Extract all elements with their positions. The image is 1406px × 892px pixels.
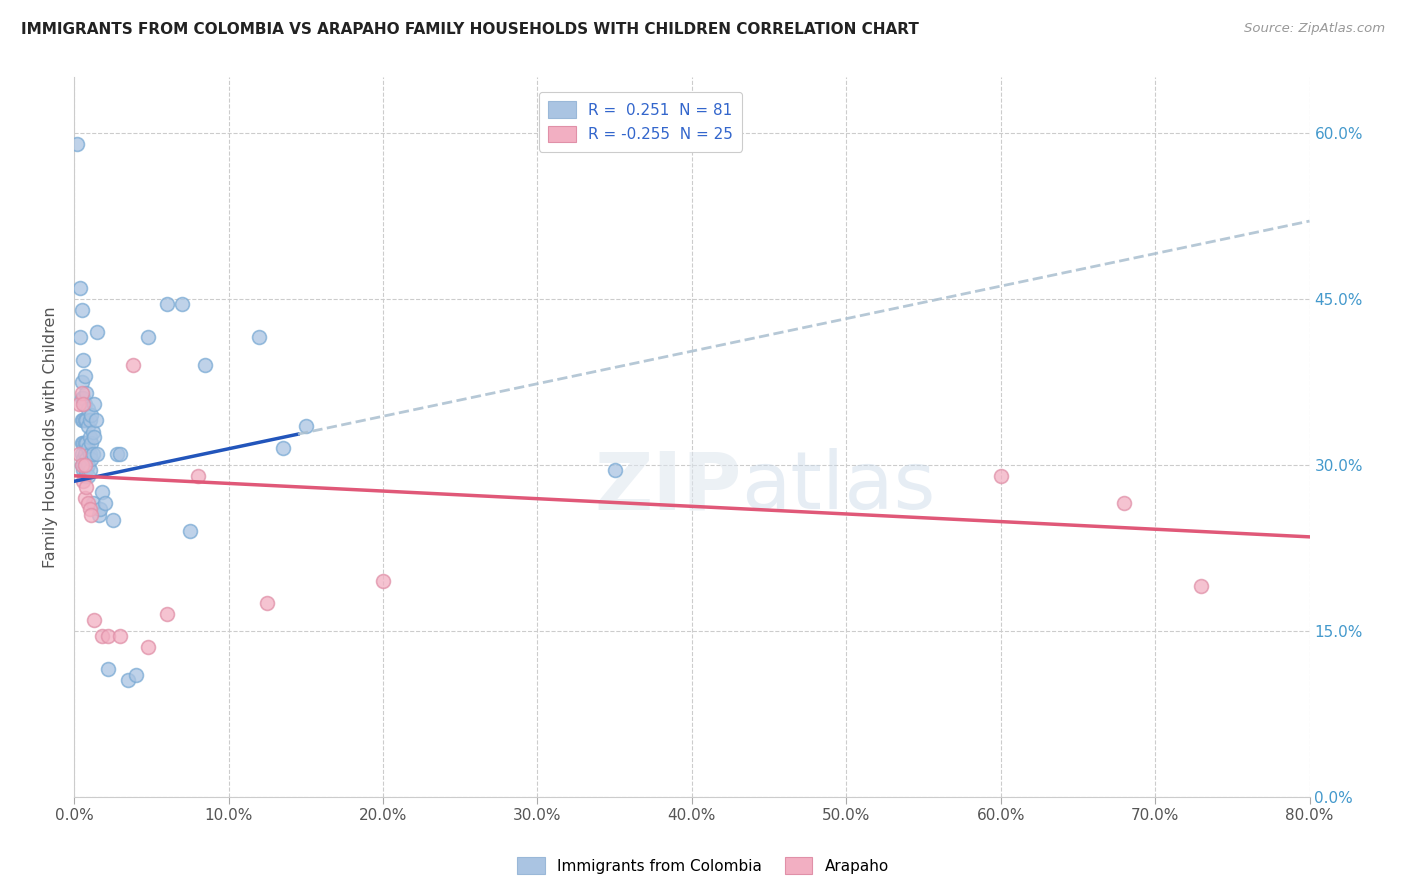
Point: [75, 480, 97, 494]
Point: [194, 358, 217, 372]
Point: [187, 468, 209, 483]
Point: [82, 496, 104, 510]
Point: [79, 413, 101, 427]
Point: [70, 458, 93, 472]
Point: [89, 502, 111, 516]
Point: [603, 463, 626, 477]
Point: [75, 435, 97, 450]
Point: [94, 496, 117, 510]
Point: [70, 458, 93, 472]
Point: [371, 574, 394, 588]
Point: [70, 413, 93, 427]
Text: Source: ZipAtlas.com: Source: ZipAtlas.com: [1244, 22, 1385, 36]
Point: [77, 419, 100, 434]
Point: [1189, 579, 1212, 593]
Point: [79, 430, 101, 444]
Point: [79, 447, 101, 461]
Legend: Immigrants from Colombia, Arapaho: Immigrants from Colombia, Arapaho: [512, 851, 894, 880]
Point: [121, 358, 143, 372]
Point: [79, 463, 101, 477]
Point: [156, 607, 179, 621]
Point: [72, 435, 94, 450]
Point: [990, 468, 1012, 483]
Point: [73, 468, 96, 483]
Point: [77, 458, 100, 472]
Point: [82, 425, 104, 439]
Point: [156, 297, 179, 311]
Point: [83, 613, 105, 627]
Point: [105, 447, 128, 461]
Point: [69, 330, 91, 344]
Point: [75, 385, 97, 400]
Text: ZIP: ZIP: [593, 449, 741, 526]
Text: IMMIGRANTS FROM COLOMBIA VS ARAPAHO FAMILY HOUSEHOLDS WITH CHILDREN CORRELATION : IMMIGRANTS FROM COLOMBIA VS ARAPAHO FAMI…: [21, 22, 920, 37]
Point: [77, 402, 100, 417]
Point: [87, 508, 110, 522]
Point: [1114, 496, 1136, 510]
Point: [72, 475, 94, 489]
Point: [90, 485, 112, 500]
Point: [73, 458, 96, 472]
Point: [70, 302, 93, 317]
Point: [256, 596, 278, 610]
Point: [90, 629, 112, 643]
Point: [70, 435, 93, 450]
Point: [77, 468, 100, 483]
Point: [73, 458, 96, 472]
Point: [73, 413, 96, 427]
Point: [97, 629, 120, 643]
Point: [70, 385, 93, 400]
Legend: R =  0.251  N = 81, R = -0.255  N = 25: R = 0.251 N = 81, R = -0.255 N = 25: [538, 92, 742, 152]
Point: [70, 392, 93, 406]
Point: [80, 452, 103, 467]
Point: [84, 413, 107, 427]
Point: [75, 413, 97, 427]
Point: [72, 397, 94, 411]
Point: [80, 408, 103, 422]
Point: [110, 629, 132, 643]
Point: [79, 502, 101, 516]
Point: [101, 513, 124, 527]
Point: [86, 447, 108, 461]
Point: [69, 281, 91, 295]
Point: [117, 673, 139, 688]
Point: [72, 413, 94, 427]
Point: [73, 491, 96, 505]
Point: [172, 297, 194, 311]
Point: [73, 369, 96, 384]
Point: [75, 463, 97, 477]
Point: [136, 330, 159, 344]
Point: [125, 668, 148, 682]
Point: [66, 136, 89, 151]
Point: [271, 441, 294, 455]
Point: [73, 447, 96, 461]
Point: [72, 463, 94, 477]
Point: [75, 452, 97, 467]
Point: [83, 430, 105, 444]
Text: atlas: atlas: [741, 449, 935, 526]
Point: [72, 352, 94, 367]
Point: [179, 524, 201, 538]
Point: [86, 325, 108, 339]
Point: [82, 447, 104, 461]
Point: [247, 330, 270, 344]
Point: [67, 447, 90, 461]
Point: [80, 508, 103, 522]
Point: [136, 640, 159, 655]
Point: [97, 662, 120, 676]
Point: [73, 397, 96, 411]
Point: [72, 452, 94, 467]
Point: [77, 441, 100, 455]
Point: [80, 435, 103, 450]
Point: [294, 419, 316, 434]
Point: [70, 447, 93, 461]
Point: [77, 496, 100, 510]
Point: [67, 397, 90, 411]
Point: [72, 392, 94, 406]
Point: [110, 447, 132, 461]
Point: [83, 397, 105, 411]
Point: [73, 435, 96, 450]
Point: [70, 375, 93, 389]
Y-axis label: Family Households with Children: Family Households with Children: [44, 306, 58, 568]
